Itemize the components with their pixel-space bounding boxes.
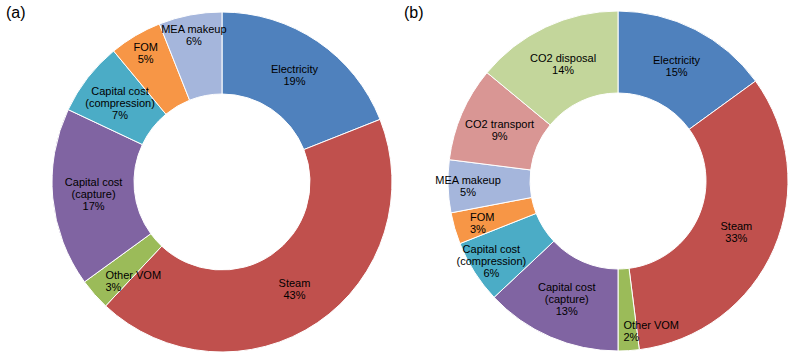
svg-text:CO2 disposal14%: CO2 disposal14% bbox=[530, 52, 596, 76]
svg-text:Capital cost(capture)17%: Capital cost(capture)17% bbox=[65, 176, 122, 212]
html-text:(a): (a) bbox=[6, 4, 26, 21]
svg-text:Steam33%: Steam33% bbox=[720, 220, 752, 244]
svg-text:CO2 transport9%: CO2 transport9% bbox=[465, 118, 534, 142]
svg-text:FOM5%: FOM5% bbox=[133, 41, 157, 65]
svg-text:Electricity15%: Electricity15% bbox=[653, 54, 701, 78]
svg-text:Capital cost(capture)13%: Capital cost(capture)13% bbox=[538, 281, 595, 317]
svg-text:Capital cost(compression)6%: Capital cost(compression)6% bbox=[457, 243, 527, 279]
svg-text:Other VOM3%: Other VOM3% bbox=[105, 269, 161, 293]
svg-text:Steam43%: Steam43% bbox=[279, 277, 311, 301]
svg-text:Capital cost(compression)7%: Capital cost(compression)7% bbox=[85, 85, 155, 121]
svg-text:Other VOM2%: Other VOM2% bbox=[623, 319, 679, 343]
html-text:(b): (b) bbox=[404, 4, 424, 21]
svg-text:MEA makeup5%: MEA makeup5% bbox=[435, 174, 500, 198]
svg-text:FOM3%: FOM3% bbox=[470, 211, 494, 235]
svg-text:MEA makeup6%: MEA makeup6% bbox=[161, 23, 226, 47]
svg-text:Electricity19%: Electricity19% bbox=[271, 63, 319, 87]
